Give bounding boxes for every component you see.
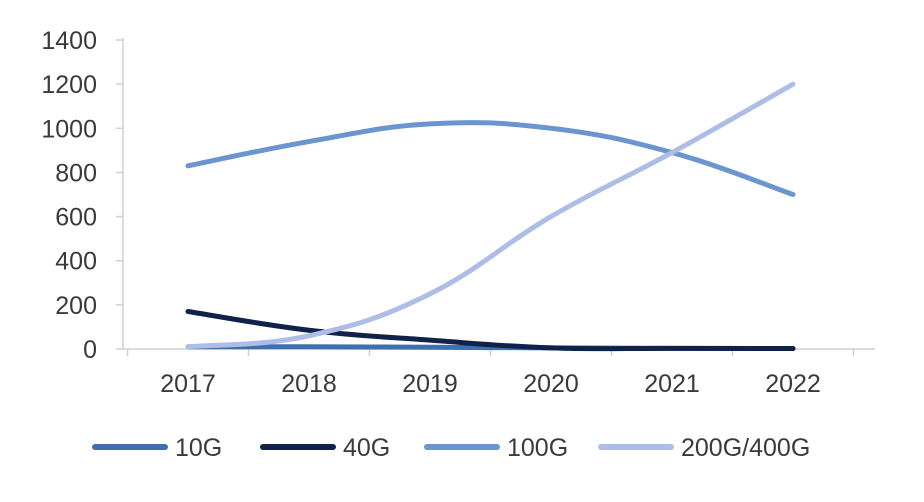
x-tick-label: 2021 (644, 370, 700, 398)
legend: 10G 40G 100G 200G/400G (92, 434, 810, 462)
x-tick-label: 2022 (765, 370, 821, 398)
series-line-200g-400g (185, 81, 796, 350)
x-tick-label: 2017 (160, 370, 216, 398)
x-tick-label: 2019 (402, 370, 458, 398)
y-tick-label: 600 (55, 204, 97, 232)
legend-label-40g: 40G (343, 434, 390, 462)
x-tick-label: 2020 (523, 370, 579, 398)
legend-label-10g: 10G (175, 434, 222, 462)
legend-label-100g: 100G (507, 434, 568, 462)
series-layer (185, 81, 796, 352)
y-tick-label: 400 (55, 248, 97, 276)
y-tick-label: 200 (55, 292, 97, 320)
series-line-40g (185, 308, 796, 352)
y-tick-label: 1400 (41, 27, 97, 55)
series-line-100g (185, 120, 796, 197)
axes: 0 200 400 600 800 1000 1200 1400 2017 2018 2019 202… (41, 27, 875, 398)
x-tick-label: 2018 (281, 370, 337, 398)
legend-label-200g-400g: 200G/400G (681, 434, 810, 462)
y-tick-label: 1200 (41, 71, 97, 99)
y-tick-label: 800 (55, 159, 97, 187)
y-tick-label: 0 (83, 336, 97, 364)
y-tick-label: 1000 (41, 115, 97, 143)
